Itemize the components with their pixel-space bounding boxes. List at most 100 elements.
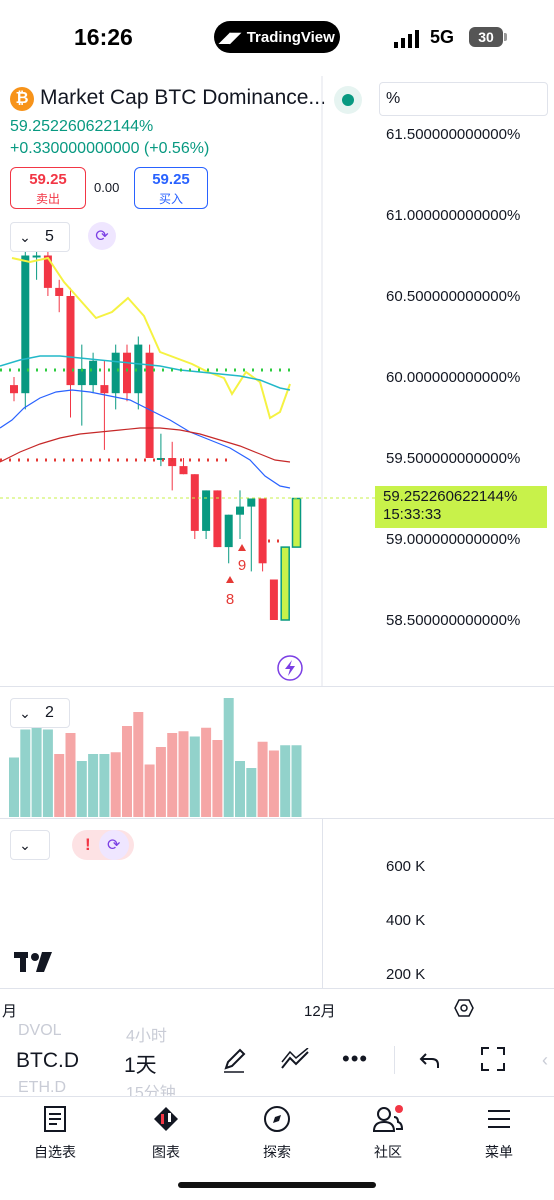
symbol-picker-next: ETH.D bbox=[18, 1079, 66, 1096]
tab-watchlist[interactable]: 自选表 bbox=[15, 1105, 95, 1162]
ma-blue-line bbox=[0, 389, 291, 489]
candle-body bbox=[111, 352, 120, 394]
chevron-down-icon: ⌄ bbox=[19, 228, 31, 245]
candle-body bbox=[236, 506, 244, 515]
bar-countdown: 15:33:33 bbox=[383, 506, 442, 523]
candle-body bbox=[100, 385, 109, 394]
volume-bar bbox=[99, 754, 110, 817]
indicator-count: 5 bbox=[45, 228, 54, 245]
undo-icon[interactable] bbox=[418, 1048, 442, 1072]
volume-bar bbox=[54, 754, 65, 817]
candle-body bbox=[21, 255, 30, 394]
ma-teal-line bbox=[0, 355, 291, 391]
tab-chart[interactable]: 图表 bbox=[126, 1105, 206, 1162]
chart-settings-icon[interactable] bbox=[454, 998, 474, 1018]
tradingview-logo-icon: ◢◤ bbox=[219, 28, 241, 45]
watchlist-icon bbox=[44, 1106, 66, 1132]
candle-body bbox=[224, 514, 233, 548]
trendline-tool-icon[interactable] bbox=[280, 1048, 310, 1072]
timeframe-selector[interactable]: 1天 bbox=[124, 1054, 157, 1077]
scroll-hint-icon: ‹ bbox=[542, 1050, 548, 1070]
unit-selector[interactable]: % bbox=[379, 82, 548, 116]
symbol-selector[interactable]: BTC.D bbox=[16, 1049, 79, 1072]
sell-button[interactable]: 59.25 卖出 bbox=[10, 167, 86, 209]
toolbar-divider bbox=[394, 1046, 395, 1074]
volume-chart[interactable] bbox=[0, 687, 322, 817]
more-tools-icon[interactable]: ••• bbox=[342, 1046, 369, 1071]
marker-label-9: 9 bbox=[238, 557, 246, 574]
ma-yellow-line bbox=[11, 256, 291, 420]
indicator-error-badge[interactable]: ! ⟳ bbox=[72, 830, 134, 860]
candle-body bbox=[168, 458, 177, 467]
indicator-pane-toggle[interactable]: ⌄ 5 bbox=[10, 222, 70, 252]
lightning-icon bbox=[285, 660, 295, 676]
app-pill: ◢◤ TradingView bbox=[214, 21, 340, 53]
volume-bar bbox=[189, 736, 200, 817]
volume-bar bbox=[201, 727, 212, 817]
price-axis-label: 60.000000000000% bbox=[386, 369, 521, 386]
marker-label-8: 8 bbox=[226, 591, 234, 608]
volume-bar bbox=[291, 745, 302, 817]
market-status-icon[interactable] bbox=[334, 86, 362, 114]
tab-label: 图表 bbox=[152, 1144, 180, 1160]
price-axis-label: 61.000000000000% bbox=[386, 207, 521, 224]
volume-bar bbox=[155, 747, 166, 817]
chevron-down-icon: ⌄ bbox=[19, 836, 31, 853]
volume-bar bbox=[9, 757, 19, 817]
network-type: 5G bbox=[430, 27, 455, 47]
candle-body bbox=[258, 498, 267, 564]
symbol-title[interactable]: Market Cap BTC Dominance... bbox=[40, 86, 326, 109]
sell-label: 卖出 bbox=[35, 192, 60, 206]
marker-up-triangle-9 bbox=[238, 544, 246, 551]
price-axis-label: 58.500000000000% bbox=[386, 612, 521, 629]
menu-icon bbox=[488, 1110, 510, 1128]
candle-body bbox=[179, 466, 188, 475]
refresh-icon[interactable]: ⟳ bbox=[88, 222, 116, 250]
ma-red-line bbox=[0, 427, 291, 463]
candle-body bbox=[269, 579, 278, 620]
volume-bar bbox=[280, 745, 291, 817]
community-icon bbox=[372, 1105, 404, 1132]
status-bar: 16:26 ◢◤ TradingView 5G 30 bbox=[0, 0, 554, 76]
candle-body bbox=[247, 498, 256, 507]
compass-icon bbox=[264, 1106, 290, 1132]
buy-button[interactable]: 59.25 买入 bbox=[134, 167, 208, 209]
volume-bar bbox=[223, 698, 234, 817]
fullscreen-icon[interactable] bbox=[480, 1046, 506, 1072]
pane-divider[interactable] bbox=[0, 686, 554, 687]
pane-divider[interactable] bbox=[0, 818, 554, 819]
app-pill-label: TradingView bbox=[246, 28, 335, 46]
candle-body bbox=[202, 490, 211, 531]
candle-body bbox=[145, 352, 154, 458]
lower-pane-toggle[interactable]: ⌄ bbox=[10, 830, 50, 860]
price-axis-label: 61.500000000000% bbox=[386, 126, 521, 143]
candle-body bbox=[77, 368, 86, 386]
symbol-picker-prev: DVOL bbox=[18, 1022, 62, 1039]
candle-body bbox=[190, 474, 199, 531]
drawing-tool-pen-icon[interactable] bbox=[220, 1046, 248, 1074]
current-price-tag: 59.252260622144% 15:33:33 bbox=[375, 486, 547, 528]
last-price: 59.252260622144% bbox=[10, 118, 154, 135]
tab-label: 探索 bbox=[263, 1144, 291, 1160]
tab-label: 社区 bbox=[374, 1144, 402, 1160]
bitcoin-logo-icon: ₿ bbox=[10, 87, 34, 111]
battery-level: 30 bbox=[478, 29, 494, 45]
volume-bar bbox=[268, 750, 279, 817]
volume-bar bbox=[88, 754, 99, 817]
volume-axis-label: 400 K bbox=[386, 912, 426, 929]
candle-body bbox=[213, 490, 222, 548]
volume-bar bbox=[257, 741, 268, 817]
volume-pane-toggle[interactable]: ⌄ 2 bbox=[10, 698, 70, 728]
candle-body bbox=[43, 255, 52, 288]
tab-explore[interactable]: 探索 bbox=[237, 1105, 317, 1162]
volume-axis-label: 200 K bbox=[386, 966, 426, 983]
volume-bar bbox=[246, 768, 257, 817]
candle-body bbox=[123, 352, 131, 394]
sell-price: 59.25 bbox=[29, 171, 67, 188]
current-price-value: 59.252260622144% bbox=[383, 488, 518, 505]
tab-community[interactable]: 社区 bbox=[348, 1105, 428, 1162]
price-axis-label: 59.000000000000% bbox=[386, 531, 521, 548]
price-chart[interactable]: 8 9 bbox=[0, 76, 554, 686]
refresh-icon: ⟳ bbox=[98, 830, 129, 860]
tab-menu[interactable]: 菜单 bbox=[459, 1105, 539, 1162]
